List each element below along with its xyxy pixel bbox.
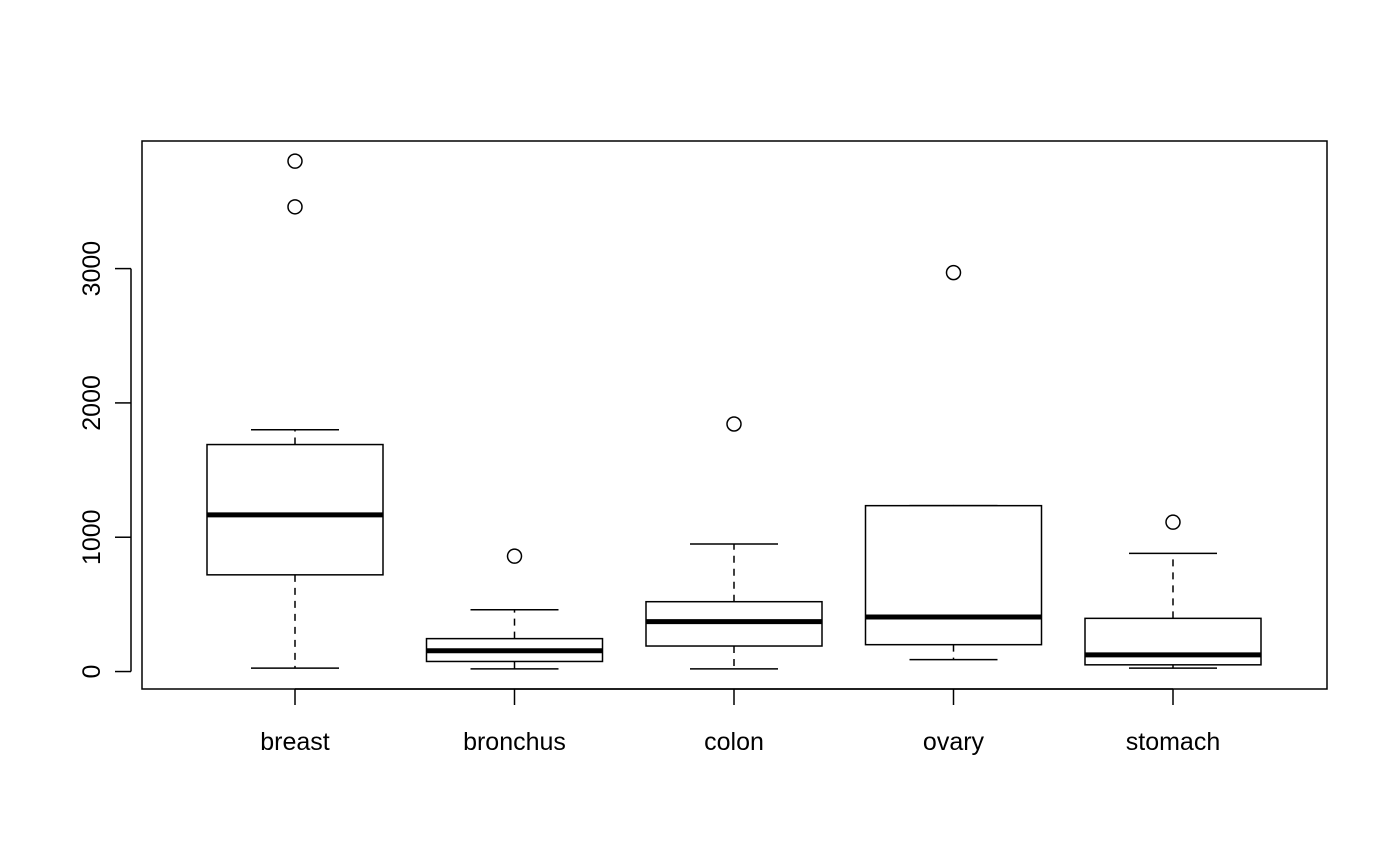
box-group xyxy=(864,264,1043,661)
y-tick-label: 2000 xyxy=(78,375,106,431)
iqr-box xyxy=(864,504,1043,646)
y-tick-label: 3000 xyxy=(78,241,106,297)
x-tick-label: stomach xyxy=(1126,728,1220,756)
iqr-box xyxy=(1084,617,1262,666)
outlier-point xyxy=(287,199,303,215)
box-group xyxy=(1084,514,1262,669)
outlier-point xyxy=(726,416,742,432)
x-tick-label: colon xyxy=(704,728,764,756)
y-tick-label: 0 xyxy=(78,665,106,679)
x-tick-label: bronchus xyxy=(463,728,566,756)
x-axis: breast bronchus colon ovary stomach xyxy=(260,688,1220,756)
outlier-point xyxy=(1165,514,1181,530)
box-group xyxy=(645,416,823,670)
outlier-point xyxy=(287,153,303,169)
y-tick-label: 1000 xyxy=(78,509,106,565)
iqr-box xyxy=(206,443,384,576)
box-group xyxy=(425,548,604,670)
y-axis: 0 1000 2000 3000 xyxy=(78,241,132,679)
x-tick-label: ovary xyxy=(923,728,985,756)
outlier-point xyxy=(945,264,962,281)
x-tick-label: breast xyxy=(260,728,330,756)
box-group xyxy=(206,153,384,669)
boxes xyxy=(206,153,1262,670)
outlier-point xyxy=(506,548,523,564)
